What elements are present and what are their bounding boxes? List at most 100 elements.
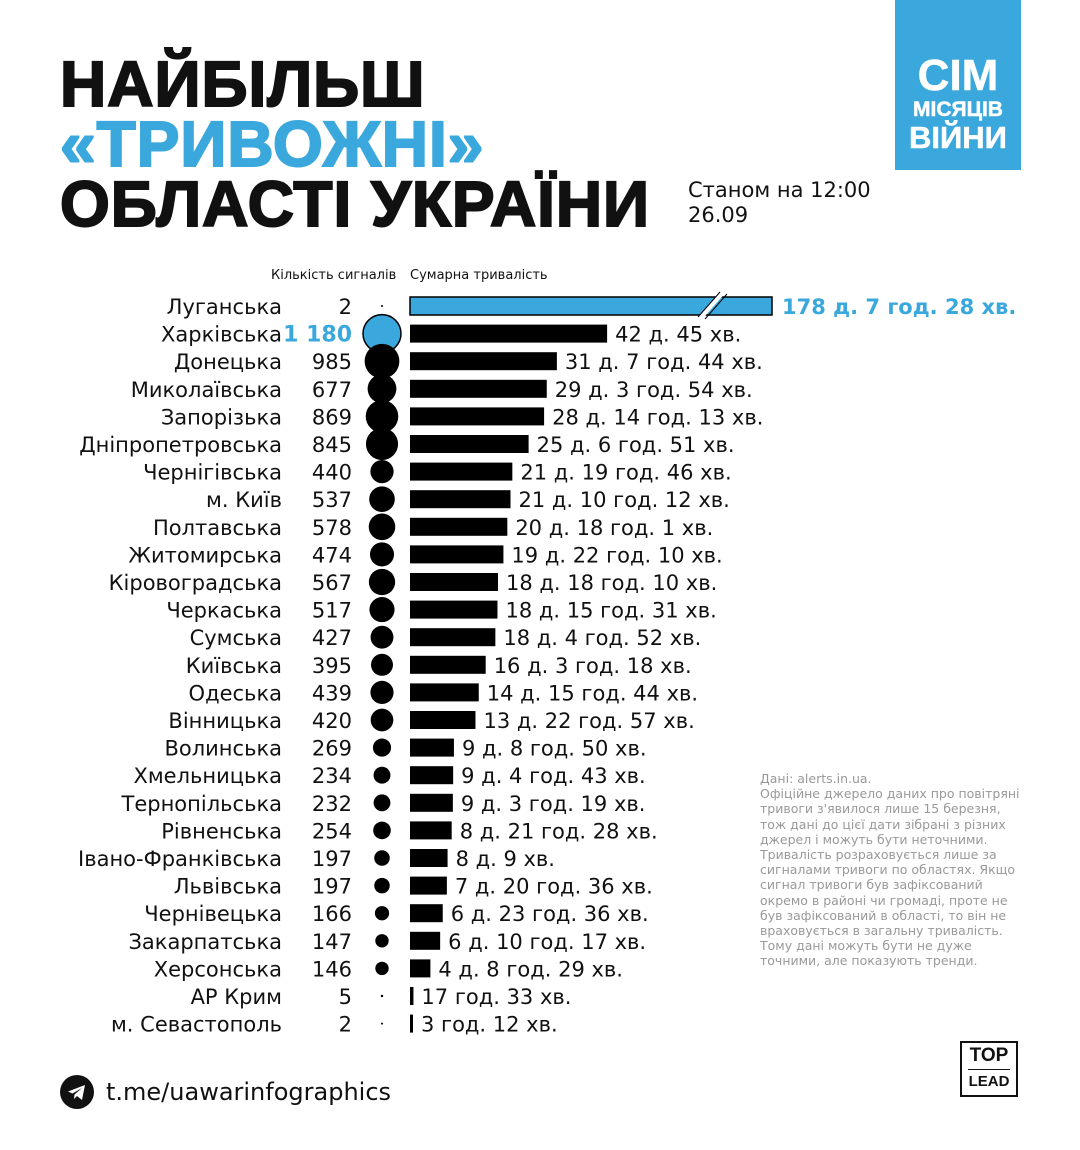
duration-label: 4 д. 8 год. 29 хв. — [438, 957, 623, 981]
count-label: 2 — [339, 295, 352, 319]
axis-break-icon — [697, 291, 721, 318]
duration-bar — [410, 490, 511, 509]
count-label: 2 — [339, 1013, 352, 1037]
axis-break-icon — [698, 291, 724, 320]
duration-bar — [410, 904, 443, 923]
title-line-3: ОБЛАСТІ УКРАЇНИ — [59, 168, 651, 240]
count-label: 1 180 — [283, 323, 352, 348]
duration-bar — [410, 352, 557, 371]
count-label: 578 — [312, 516, 352, 540]
duration-bar — [410, 573, 498, 591]
duration-bar — [410, 821, 452, 840]
duration-bar — [410, 462, 513, 481]
duration-label: 178 д. 7 год. 28 хв. — [782, 295, 1016, 319]
count-label: 234 — [312, 764, 352, 788]
region-label: Івано-Франківська — [78, 847, 282, 871]
region-label: Житомирська — [128, 543, 282, 567]
count-label: 427 — [312, 626, 352, 650]
count-label: 985 — [312, 350, 352, 374]
count-bubble — [374, 877, 390, 894]
count-label: 197 — [312, 847, 352, 871]
region-label: Хмельницька — [133, 764, 282, 788]
count-bubble — [380, 994, 384, 998]
region-label: м. Київ — [206, 488, 282, 512]
duration-label: 9 д. 3 год. 19 хв. — [461, 792, 646, 816]
region-label: Кіровоградська — [109, 571, 282, 595]
badge-line-2: МІСЯЦІВ — [913, 98, 1003, 122]
count-bubble — [369, 542, 395, 567]
duration-bar — [410, 738, 454, 757]
region-label: Закарпатська — [128, 930, 282, 954]
badge-line-1: СІМ — [917, 51, 999, 100]
axis-break-icon — [704, 293, 728, 320]
count-label: 395 — [312, 654, 352, 678]
duration-label: 6 д. 10 год. 17 хв. — [448, 930, 646, 954]
note-accuracy: Офіційне джерело даних про повітряні три… — [760, 786, 1020, 847]
region-label: Донецька — [174, 350, 282, 374]
count-bubble — [368, 513, 396, 541]
duration-label: 8 д. 21 год. 28 хв. — [460, 819, 658, 843]
duration-label: 18 д. 18 год. 10 хв. — [506, 571, 717, 595]
duration-bar — [410, 959, 431, 978]
duration-label: 31 д. 7 год. 44 хв. — [565, 350, 763, 374]
count-column-header: Кількість сигналів — [271, 268, 397, 283]
badge-line-3: ВІЙНИ — [909, 120, 1007, 155]
count-bubble — [368, 568, 396, 596]
count-bubble — [381, 305, 383, 307]
count-bubble — [370, 708, 394, 732]
region-label: Львівська — [174, 875, 282, 899]
duration-label: 6 д. 23 год. 36 хв. — [451, 902, 649, 926]
as-of-date: Станом на 12:00 26.09 — [688, 178, 871, 228]
region-label: Чернівецька — [144, 902, 282, 926]
region-label: Вінницька — [168, 709, 282, 733]
count-bubble — [371, 653, 393, 676]
count-bubble — [370, 625, 394, 649]
duration-label: 7 д. 20 год. 36 хв. — [455, 875, 653, 899]
duration-label: 18 д. 15 год. 31 хв. — [505, 599, 716, 623]
region-label: Чернігівська — [143, 461, 282, 485]
region-label: Сумська — [190, 626, 282, 650]
count-label: 845 — [312, 433, 352, 457]
duration-bar — [410, 379, 547, 398]
duration-bar — [409, 296, 773, 316]
duration-bar — [410, 711, 476, 729]
region-label: м. Севастополь — [111, 1013, 282, 1037]
region-label: Запорізька — [161, 405, 282, 429]
toplead-logo: TOP LEAD — [960, 1041, 1018, 1097]
duration-bar — [410, 931, 441, 950]
count-label: 869 — [312, 405, 352, 429]
telegram-icon — [60, 1075, 94, 1109]
telegram-link[interactable]: t.me/uawarinfographics — [60, 1075, 391, 1109]
count-bubble — [381, 1022, 383, 1025]
duration-bar — [410, 407, 545, 426]
duration-bar — [410, 683, 479, 702]
count-label: 269 — [312, 737, 352, 761]
region-label: Волинська — [164, 737, 282, 761]
count-label: 537 — [312, 488, 352, 512]
seven-months-badge: СІМ МІСЯЦІВ ВІЙНИ — [895, 0, 1021, 170]
count-label: 439 — [312, 681, 352, 705]
region-label: Київська — [186, 654, 282, 678]
notes: Дані: alerts.in.ua. Офіційне джерело дан… — [760, 771, 1030, 969]
count-label: 232 — [312, 792, 352, 816]
region-label: Луганська — [167, 295, 282, 319]
count-bubble — [373, 766, 391, 784]
region-label: Полтавська — [153, 516, 282, 540]
note-source: Дані: alerts.in.ua. — [760, 771, 872, 786]
duration-bar — [410, 793, 453, 812]
count-bubble — [374, 906, 390, 921]
duration-bar — [410, 435, 529, 453]
count-bubble — [370, 680, 394, 704]
region-label: АР Крим — [191, 985, 282, 1009]
count-bubble — [372, 738, 392, 757]
duration-bar — [410, 655, 486, 674]
region-label: Черкаська — [166, 599, 282, 623]
duration-label: 8 д. 9 хв. — [456, 847, 555, 871]
count-label: 254 — [312, 819, 352, 843]
duration-bar — [410, 876, 447, 895]
duration-label: 18 д. 4 год. 52 хв. — [503, 626, 701, 650]
count-label: 166 — [312, 902, 352, 926]
telegram-url[interactable]: t.me/uawarinfographics — [106, 1078, 392, 1106]
region-label: Тернопільська — [121, 792, 283, 816]
duration-bar — [410, 324, 608, 343]
